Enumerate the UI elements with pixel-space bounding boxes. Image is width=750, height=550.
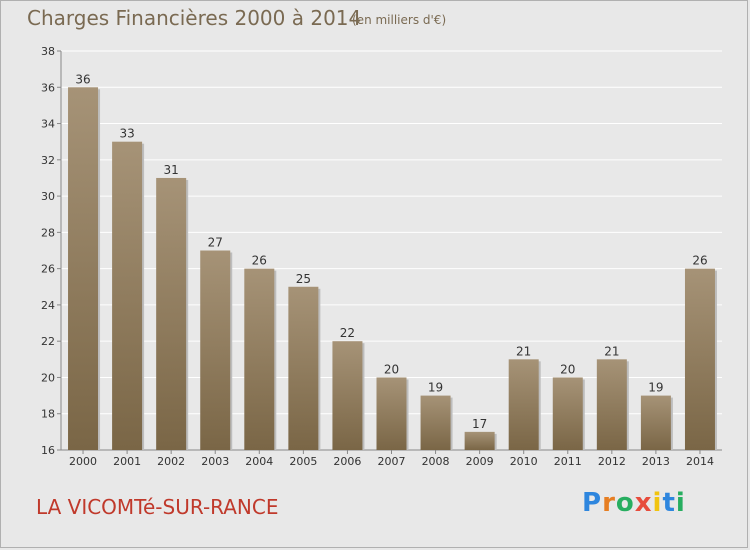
x-tick-label: 2014 (686, 455, 714, 468)
y-tick-label: 30 (41, 190, 55, 203)
bar-2007 (376, 377, 407, 450)
bar-2012 (596, 359, 627, 450)
labels: 16 18 20 22 24 26 28 30 32 34 36 38 36 2000 33 2001 31 20… (41, 45, 714, 468)
value-label: 31 (164, 163, 179, 177)
y-tick-label: 26 (41, 263, 55, 276)
value-label: 19 (428, 381, 443, 395)
bar-2013 (640, 395, 671, 450)
x-tick-label: 2004 (245, 455, 273, 468)
bar-2002 (156, 177, 187, 451)
y-tick-label: 24 (41, 299, 55, 312)
x-tick-label: 2009 (466, 455, 494, 468)
x-tick-label: 2005 (289, 455, 317, 468)
logo-letter: i (652, 488, 663, 518)
y-tick-label: 18 (41, 408, 55, 421)
x-tick-label: 2010 (510, 455, 538, 468)
bars (68, 87, 717, 451)
commune-name: LA VICOMTé-SUR-RANCE (36, 495, 279, 519)
bar-2003 (200, 250, 231, 450)
y-tick-label: 38 (41, 45, 55, 58)
chart-title: Charges Financières 2000 à 2014 (27, 6, 362, 30)
y-tick-label: 28 (41, 226, 55, 239)
y-tick-label: 32 (41, 154, 55, 167)
bar-2010 (508, 359, 539, 450)
logo-letter: x (634, 488, 653, 518)
bar-2005 (288, 286, 319, 450)
x-tick-label: 2013 (642, 455, 670, 468)
x-tick-label: 2000 (69, 455, 97, 468)
bar-2009 (464, 431, 495, 450)
value-label: 26 (252, 254, 267, 268)
value-label: 21 (516, 344, 531, 358)
value-label: 22 (340, 326, 355, 340)
value-label: 36 (75, 72, 90, 86)
logo-letter: t (662, 488, 676, 518)
logo-letter: r (602, 488, 616, 518)
y-tick-label: 36 (41, 81, 55, 94)
bar-2006 (332, 341, 363, 450)
bar-2000 (68, 87, 99, 450)
logo-letter: o (615, 488, 635, 518)
value-label: 20 (384, 362, 399, 376)
value-label: 17 (472, 417, 487, 431)
value-label: 26 (692, 254, 707, 268)
y-tick-label: 22 (41, 335, 55, 348)
x-tick-label: 2003 (201, 455, 229, 468)
x-tick-label: 2011 (554, 455, 582, 468)
y-tick-label: 34 (41, 118, 55, 131)
bar-2011 (552, 377, 583, 450)
logo-letter: i (675, 488, 686, 518)
x-tick-label: 2002 (157, 455, 185, 468)
bar-2008 (420, 395, 451, 450)
y-tick-label: 20 (41, 371, 55, 384)
bar-2004 (244, 268, 275, 450)
bar-2014 (684, 268, 715, 450)
value-label: 27 (208, 236, 223, 250)
y-tick-label: 16 (41, 444, 55, 457)
logo-letter: P (582, 488, 603, 518)
value-label: 21 (604, 344, 619, 358)
proxiti-logo: Proxiti (582, 488, 686, 518)
x-tick-label: 2001 (113, 455, 141, 468)
x-tick-label: 2008 (422, 455, 450, 468)
value-label: 20 (560, 362, 575, 376)
x-tick-label: 2012 (598, 455, 626, 468)
value-label: 25 (296, 272, 311, 286)
x-tick-label: 2007 (378, 455, 406, 468)
value-label: 19 (648, 381, 663, 395)
bar-2001 (112, 141, 143, 450)
chart-subtitle: (en milliers d'€) (352, 13, 447, 27)
x-tick-label: 2006 (333, 455, 361, 468)
value-label: 33 (119, 127, 134, 141)
